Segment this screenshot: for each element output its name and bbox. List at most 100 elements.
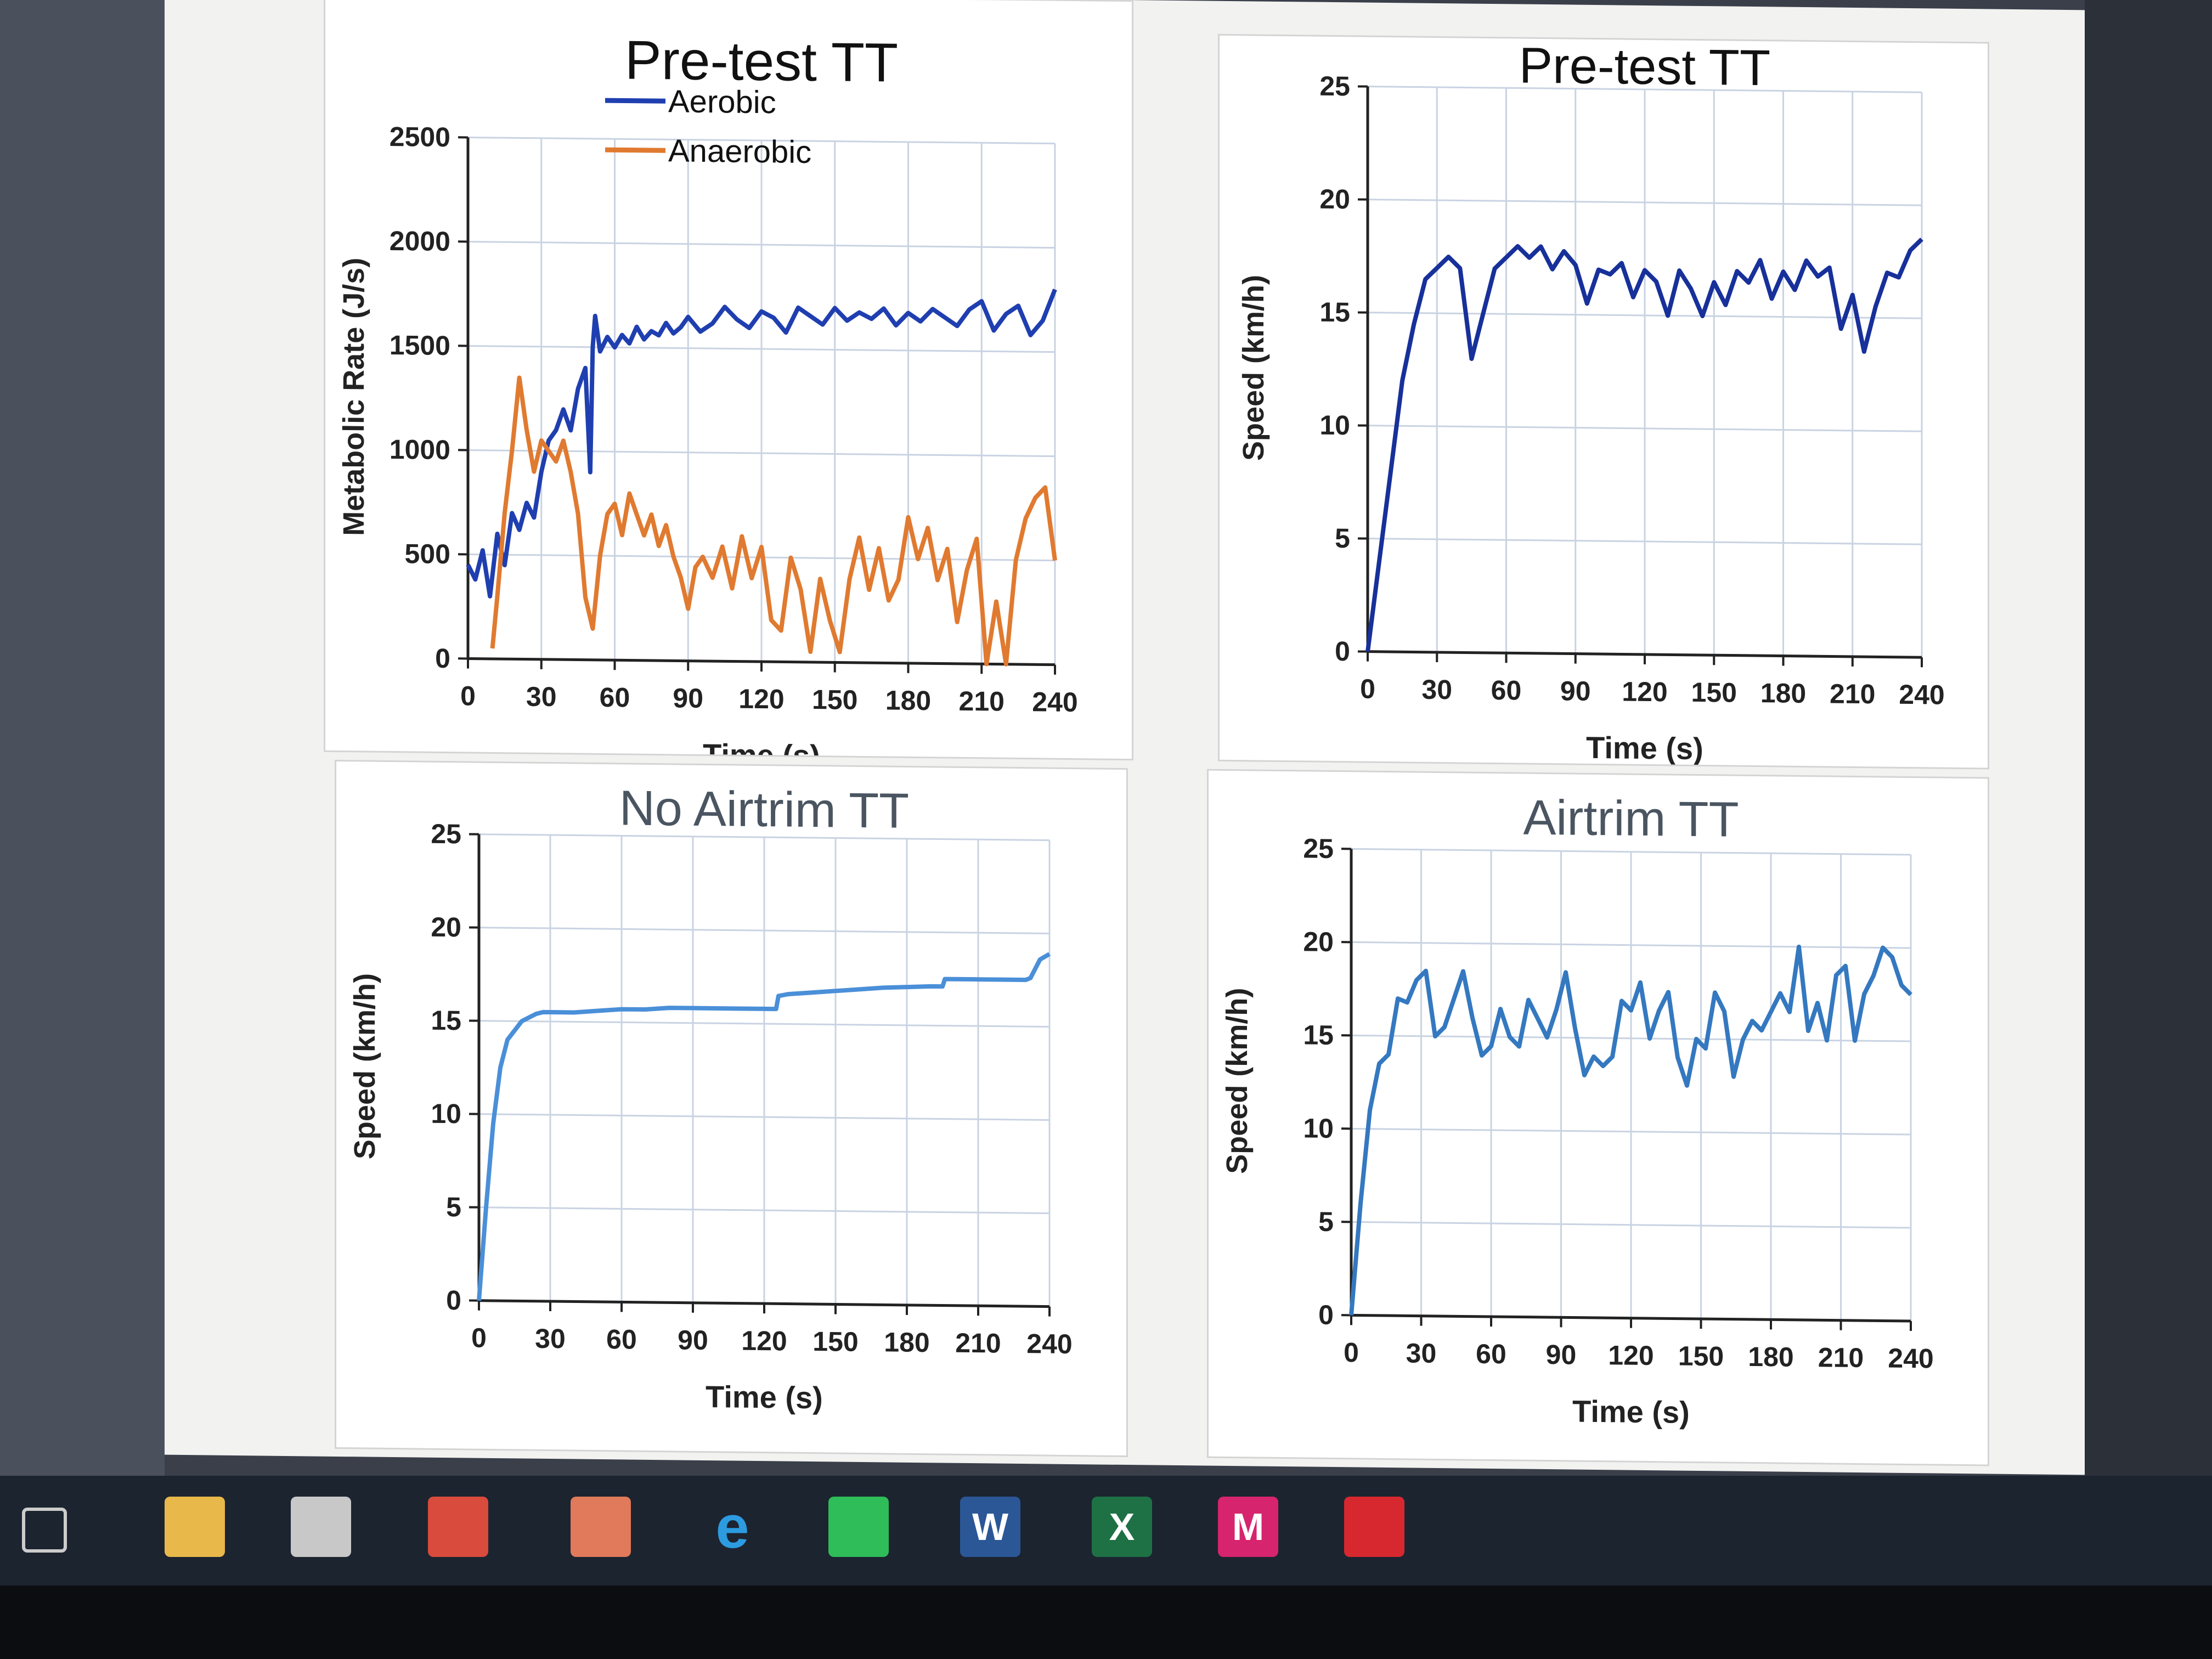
y-tick-label: 1500: [390, 330, 450, 361]
chart-title: Pre-test TT: [625, 29, 898, 93]
legend-label: Aerobic: [668, 83, 776, 120]
y-tick-label: 500: [405, 538, 450, 569]
y-axis-label: Speed (km/h): [1237, 275, 1270, 461]
x-tick-label: 150: [812, 684, 857, 715]
y-gridline: [479, 1206, 1049, 1215]
chart-pretest-speed: Pre-test TT 0 30 60 90 120 150 180 210 240 0 5 10 15 2…: [1237, 38, 1945, 766]
x-tick-label: 240: [1032, 686, 1077, 718]
y-tick-label: 5: [446, 1192, 461, 1222]
y-tick-label: 2500: [390, 121, 450, 153]
series-line-0: [1365, 238, 1923, 652]
x-axis-label: Time (s): [703, 737, 820, 759]
y-tick-label: 10: [1303, 1113, 1334, 1144]
monitor-bezel: [0, 1585, 2212, 1659]
x-tick-label: 180: [1760, 678, 1806, 709]
x-tick-label: 0: [460, 680, 476, 711]
taskbar-edge-icon[interactable]: e: [702, 1493, 763, 1561]
y-tick-label: 15: [431, 1005, 461, 1036]
chart-title: Airtrim TT: [1523, 791, 1739, 848]
y-gridline: [479, 833, 1049, 842]
y-tick-label: 15: [1303, 1019, 1334, 1051]
y-tick-label: 20: [1303, 926, 1334, 957]
taskbar-edge-glyph: e: [715, 1493, 749, 1561]
chart-panel-pretest-speed: Pre-test TT 0 30 60 90 120 150 180 210 240 0 5 10 15 2…: [1218, 33, 1989, 770]
document-view: Pre-test TT 0 30 60 90 120 150 180 210 240 0 500 100…: [165, 0, 2085, 1475]
taskbar-task-view-icon[interactable]: [22, 1508, 67, 1553]
x-tick-label: 60: [600, 682, 630, 713]
x-tick-label: 180: [885, 685, 931, 716]
y-gridline: [1351, 848, 1911, 856]
y-tick-label: 2000: [390, 225, 450, 257]
x-tick-label: 210: [1818, 1342, 1864, 1373]
y-tick-label: 25: [1319, 71, 1350, 102]
y-tick-label: 0: [1335, 636, 1350, 667]
taskbar-acrobat-icon[interactable]: [1344, 1497, 1404, 1557]
taskbar-file-explorer-icon[interactable]: [165, 1497, 225, 1557]
x-tick-label: 180: [884, 1327, 929, 1358]
x-tick-label: 180: [1748, 1341, 1793, 1373]
legend-swatch: [605, 98, 665, 104]
y-gridline: [1368, 312, 1922, 319]
y-gridline: [479, 927, 1049, 935]
y-axis-label: Metabolic Rate (J/s): [337, 257, 370, 536]
chart-title: No Airtrim TT: [619, 781, 909, 839]
x-tick-label: 90: [678, 1324, 708, 1356]
taskbar-contacts-icon[interactable]: [571, 1497, 631, 1557]
x-tick-label: 240: [1899, 679, 1944, 710]
x-axis-label: Time (s): [1572, 1394, 1690, 1430]
series-line-0: [477, 952, 1051, 1301]
y-tick-label: 5: [1318, 1206, 1334, 1237]
x-tick-label: 210: [959, 686, 1005, 717]
x-tick-label: 210: [1830, 678, 1875, 709]
x-tick-label: 150: [1691, 677, 1737, 708]
x-tick-label: 90: [1560, 675, 1591, 707]
x-tick-label: 0: [1360, 673, 1375, 704]
x-tick-label: 240: [1026, 1328, 1072, 1359]
x-axis-label: Time (s): [1586, 730, 1703, 766]
x-tick-label: 240: [1888, 1343, 1933, 1374]
x-tick-label: 30: [1406, 1338, 1437, 1369]
chart-panel-no-airtrim: No Airtrim TT 0 30 60 90 120 150 180 210 240 0 5 10 1…: [335, 759, 1128, 1458]
x-tick-label: 30: [535, 1323, 566, 1355]
y-tick-label: 10: [1319, 410, 1350, 441]
y-tick-label: 10: [431, 1098, 461, 1130]
taskbar-reader-icon[interactable]: [428, 1497, 488, 1557]
y-gridline: [1368, 86, 1922, 93]
x-tick-label: 60: [1476, 1339, 1506, 1370]
y-tick-label: 20: [431, 912, 461, 943]
y-tick-label: 15: [1319, 297, 1350, 328]
y-axis-label: Speed (km/h): [1221, 988, 1254, 1174]
taskbar-spotify-icon[interactable]: [828, 1497, 889, 1557]
y-tick-label: 0: [1318, 1300, 1334, 1330]
chart-pretest-metabolic: Pre-test TT 0 30 60 90 120 150 180 210 240 0 500 100…: [337, 29, 1078, 759]
x-tick-label: 60: [1491, 675, 1522, 706]
x-tick-label: 30: [526, 681, 557, 713]
y-gridline: [468, 345, 1055, 353]
x-tick-label: 30: [1421, 674, 1452, 706]
taskbar-mendeley-icon[interactable]: M: [1218, 1497, 1278, 1557]
y-tick-label: 1000: [390, 434, 450, 465]
series-line-0: [1349, 944, 1912, 1316]
x-tick-label: 90: [673, 682, 703, 714]
taskbar-store-icon[interactable]: [291, 1497, 351, 1557]
x-tick-label: 150: [812, 1326, 858, 1357]
taskbar-excel-icon[interactable]: X: [1092, 1497, 1152, 1557]
taskbar-word-icon[interactable]: W: [960, 1497, 1020, 1557]
y-gridline: [1351, 941, 1911, 949]
y-tick-label: 0: [446, 1285, 461, 1316]
y-tick-label: 5: [1335, 523, 1350, 554]
chart-panel-airtrim: Airtrim TT 0 30 60 90 120 150 180 210 240 0 5 10 15 20…: [1207, 769, 1989, 1466]
y-gridline: [1351, 1034, 1911, 1042]
y-gridline: [1368, 199, 1922, 206]
x-tick-label: 0: [471, 1323, 487, 1353]
x-tick-label: 150: [1678, 1341, 1724, 1372]
chart-no-airtrim: No Airtrim TT 0 30 60 90 120 150 180 210 240 0 5 10 1…: [348, 781, 1073, 1415]
y-gridline: [468, 240, 1055, 249]
x-tick-label: 210: [955, 1328, 1001, 1359]
x-tick-label: 120: [738, 684, 784, 715]
x-tick-label: 120: [1608, 1340, 1654, 1371]
taskbar-mendeley-glyph: M: [1232, 1505, 1265, 1548]
chart-panel-pretest-metabolic: Pre-test TT 0 30 60 90 120 150 180 210 240 0 500 100…: [324, 0, 1133, 761]
taskbar-word-glyph: W: [972, 1505, 1009, 1548]
